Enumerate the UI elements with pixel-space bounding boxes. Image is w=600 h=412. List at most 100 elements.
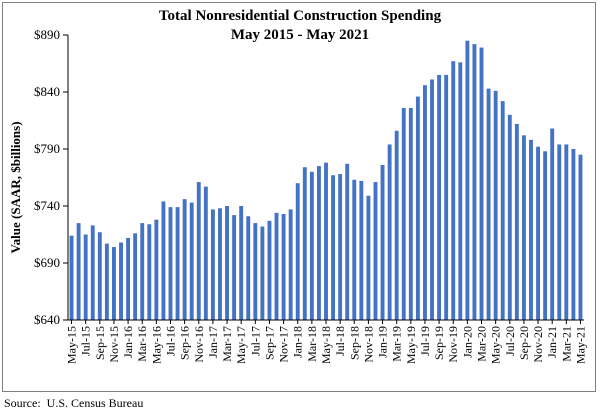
bar <box>168 207 173 320</box>
bar <box>352 179 357 320</box>
bar <box>571 149 576 320</box>
source-note: Source: U.S. Census Bureau <box>4 396 144 410</box>
x-tick-label: May-17 <box>234 326 248 364</box>
x-tick-label: Jan-20 <box>460 326 474 358</box>
bar <box>140 223 145 320</box>
x-tick-label: Nov-20 <box>531 326 545 363</box>
x-tick-label: Jan-21 <box>545 326 559 358</box>
x-tick-label: Jul-18 <box>333 326 347 356</box>
x-tick-label: May-19 <box>404 326 418 364</box>
bar <box>112 247 116 320</box>
x-tick-label: Mar-17 <box>220 326 234 362</box>
x-tick-label: Jul-15 <box>79 326 93 356</box>
bar <box>486 88 491 320</box>
bar <box>430 79 434 321</box>
x-tick-label: Sep-18 <box>347 326 361 360</box>
y-axis-title: Value (SAAR, $billions) <box>8 121 23 253</box>
bar <box>557 144 562 320</box>
y-tick-label: $690 <box>34 255 60 270</box>
bar <box>232 215 237 320</box>
bar <box>394 130 399 320</box>
x-tick-label: Sep-15 <box>93 326 107 360</box>
bar <box>309 171 314 320</box>
chart-subtitle: May 2015 - May 2021 <box>230 27 370 43</box>
y-axis-ticks: $640 $690 $740 $790 $840 $890 <box>34 27 68 327</box>
x-tick-label: May-20 <box>489 326 503 364</box>
bar <box>437 74 442 321</box>
bar <box>281 213 286 320</box>
bar <box>380 164 385 320</box>
bar <box>246 216 251 320</box>
x-tick-label: Jul-16 <box>163 326 177 356</box>
bar <box>210 209 215 320</box>
y-tick-label: $790 <box>34 141 60 156</box>
bar <box>154 219 159 320</box>
bar <box>175 207 180 320</box>
x-tick-label: Nov-17 <box>277 326 291 363</box>
bar <box>97 232 102 320</box>
x-tick-label: May-21 <box>573 326 587 364</box>
bar <box>578 154 583 320</box>
x-axis-ticks: May-15 Jul-15 Sep-15 Nov-15 Jan-16 Mar-16 May-… <box>65 320 587 364</box>
bar <box>345 163 350 320</box>
bar <box>373 182 378 320</box>
chart-frame <box>2 2 596 392</box>
bar-series <box>69 40 583 321</box>
bar <box>536 146 540 320</box>
bar <box>338 174 343 320</box>
x-tick-label: Sep-20 <box>517 326 531 360</box>
x-tick-label: Nov-19 <box>446 326 460 363</box>
bar <box>225 206 229 320</box>
bar <box>253 223 258 320</box>
bar <box>564 144 569 320</box>
x-tick-label: May-16 <box>149 326 163 364</box>
chart-title: Total Nonresidential Construction Spendi… <box>158 8 442 24</box>
bar <box>331 175 336 320</box>
x-tick-label: Sep-19 <box>432 326 446 360</box>
bar <box>239 206 244 320</box>
bar <box>514 123 519 320</box>
bar <box>288 209 293 320</box>
bar <box>267 220 272 320</box>
x-tick-label: Jan-17 <box>206 326 220 358</box>
bar <box>387 144 392 320</box>
x-tick-label: Mar-20 <box>475 326 489 362</box>
bar <box>479 47 484 320</box>
bar <box>493 90 498 320</box>
bar <box>203 186 208 320</box>
bar <box>415 96 420 320</box>
bar <box>423 85 427 320</box>
bar <box>133 233 138 320</box>
bar <box>500 101 505 321</box>
x-tick-label: Jul-20 <box>503 326 517 356</box>
bar <box>408 107 413 321</box>
x-tick-label: Nov-18 <box>361 326 375 363</box>
x-tick-label: Nov-16 <box>192 326 206 363</box>
x-tick-label: Jan-19 <box>376 326 390 358</box>
x-tick-label: May-15 <box>65 326 79 364</box>
bar <box>295 183 300 320</box>
bar <box>147 224 152 320</box>
x-tick-label: Mar-19 <box>390 326 404 362</box>
x-tick-label: Mar-18 <box>305 326 319 362</box>
bar <box>302 167 307 320</box>
x-tick-label: Mar-16 <box>135 326 149 362</box>
bar <box>529 139 533 320</box>
x-tick-label: Sep-16 <box>178 326 192 360</box>
bar <box>366 195 371 320</box>
bar <box>359 180 364 320</box>
bar <box>401 107 406 321</box>
bar <box>119 242 123 320</box>
bar <box>472 44 477 321</box>
bar <box>521 135 526 320</box>
bar <box>458 62 463 321</box>
y-tick-label: $890 <box>34 27 60 42</box>
x-tick-label: Jul-17 <box>248 326 262 356</box>
x-tick-label: Jan-18 <box>291 326 305 358</box>
x-tick-label: Jul-19 <box>418 326 432 356</box>
bar <box>324 162 328 320</box>
bar <box>126 237 131 320</box>
bar <box>218 208 222 320</box>
bar <box>104 243 109 320</box>
